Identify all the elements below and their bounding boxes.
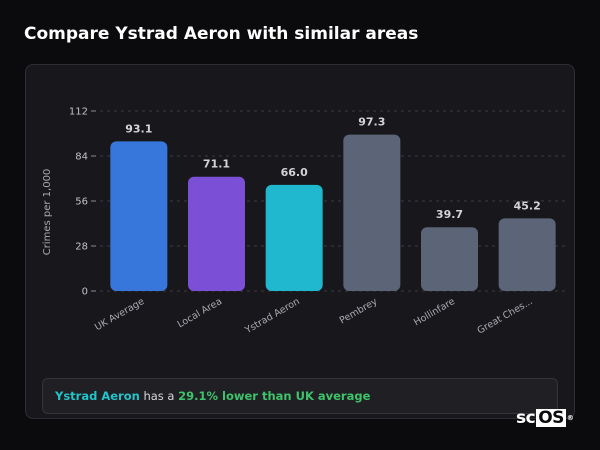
insight-difference: 29.1% lower than UK average	[178, 389, 371, 403]
bar-3	[343, 134, 401, 291]
bar-value-label-2: 66.0	[281, 166, 308, 179]
x-tick-label-3: Pembrey	[338, 296, 380, 327]
brand-prefix: sc	[516, 408, 536, 428]
y-tick-label-2: 56	[75, 197, 88, 208]
y-tick-label-4: 112	[69, 107, 88, 118]
bar-2	[265, 184, 323, 291]
bar-1	[188, 176, 245, 291]
y-axis-label: Crimes per 1,000	[42, 169, 53, 256]
brand-highlight: OS	[536, 408, 566, 428]
x-tick-label-2: Ystrad Aeron	[243, 296, 302, 337]
bar-value-label-0: 93.1	[125, 122, 152, 135]
scos-logo: sc OS ®	[516, 408, 574, 428]
crime-bar-chart: 0 28 56 84 112 93.1 UK Average 71.1 Local Area 6…	[42, 107, 566, 337]
insight-box: Ystrad Aeron has a 29.1% lower than UK a…	[42, 378, 558, 414]
bar-value-label-3: 97.3	[358, 116, 385, 129]
x-tick-label-1: Local Area	[176, 296, 224, 330]
y-tick-label-1: 28	[75, 242, 88, 253]
registered-mark: ®	[566, 414, 574, 422]
comparison-card: 0 28 56 84 112 93.1 UK Average 71.1 Local Area 6…	[25, 64, 575, 419]
x-tick-label-4: Hollinfare	[412, 296, 457, 328]
x-tick-label-5: Great Ches...	[475, 296, 534, 337]
bar-value-label-5: 45.2	[514, 199, 541, 212]
page-title: Compare Ystrad Aeron with similar areas	[24, 24, 419, 44]
bar-5	[498, 218, 556, 291]
bar-value-label-1: 71.1	[203, 158, 230, 171]
bar-value-label-4: 39.7	[436, 208, 463, 221]
y-tick-label-3: 84	[75, 152, 88, 163]
bar-4	[421, 227, 478, 291]
bar-0	[110, 141, 168, 291]
insight-text: has a	[139, 389, 179, 403]
insight-area-name: Ystrad Aeron	[55, 389, 140, 403]
x-tick-label-0: UK Average	[93, 296, 146, 333]
y-tick-label-0: 0	[82, 287, 88, 298]
